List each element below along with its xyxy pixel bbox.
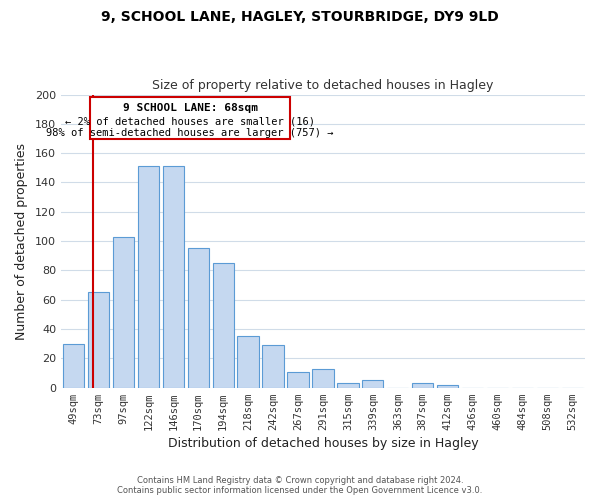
Bar — [313, 368, 334, 388]
FancyBboxPatch shape — [91, 98, 290, 138]
Text: Contains HM Land Registry data © Crown copyright and database right 2024.
Contai: Contains HM Land Registry data © Crown c… — [118, 476, 482, 495]
Bar — [88, 292, 109, 388]
Bar — [113, 236, 134, 388]
Bar — [238, 336, 259, 388]
Bar — [287, 372, 308, 388]
Bar — [212, 263, 234, 388]
Title: Size of property relative to detached houses in Hagley: Size of property relative to detached ho… — [152, 79, 494, 92]
Bar — [137, 166, 159, 388]
Bar — [362, 380, 383, 388]
Text: ← 2% of detached houses are smaller (16): ← 2% of detached houses are smaller (16) — [65, 116, 315, 126]
Text: 9, SCHOOL LANE, HAGLEY, STOURBRIDGE, DY9 9LD: 9, SCHOOL LANE, HAGLEY, STOURBRIDGE, DY9… — [101, 10, 499, 24]
Bar — [437, 385, 458, 388]
Bar — [337, 384, 359, 388]
Bar — [262, 345, 284, 388]
Bar — [63, 344, 84, 388]
Bar — [412, 384, 433, 388]
Text: 9 SCHOOL LANE: 68sqm: 9 SCHOOL LANE: 68sqm — [123, 104, 258, 114]
X-axis label: Distribution of detached houses by size in Hagley: Distribution of detached houses by size … — [167, 437, 478, 450]
Bar — [188, 248, 209, 388]
Text: 98% of semi-detached houses are larger (757) →: 98% of semi-detached houses are larger (… — [46, 128, 334, 138]
Bar — [163, 166, 184, 388]
Y-axis label: Number of detached properties: Number of detached properties — [15, 142, 28, 340]
